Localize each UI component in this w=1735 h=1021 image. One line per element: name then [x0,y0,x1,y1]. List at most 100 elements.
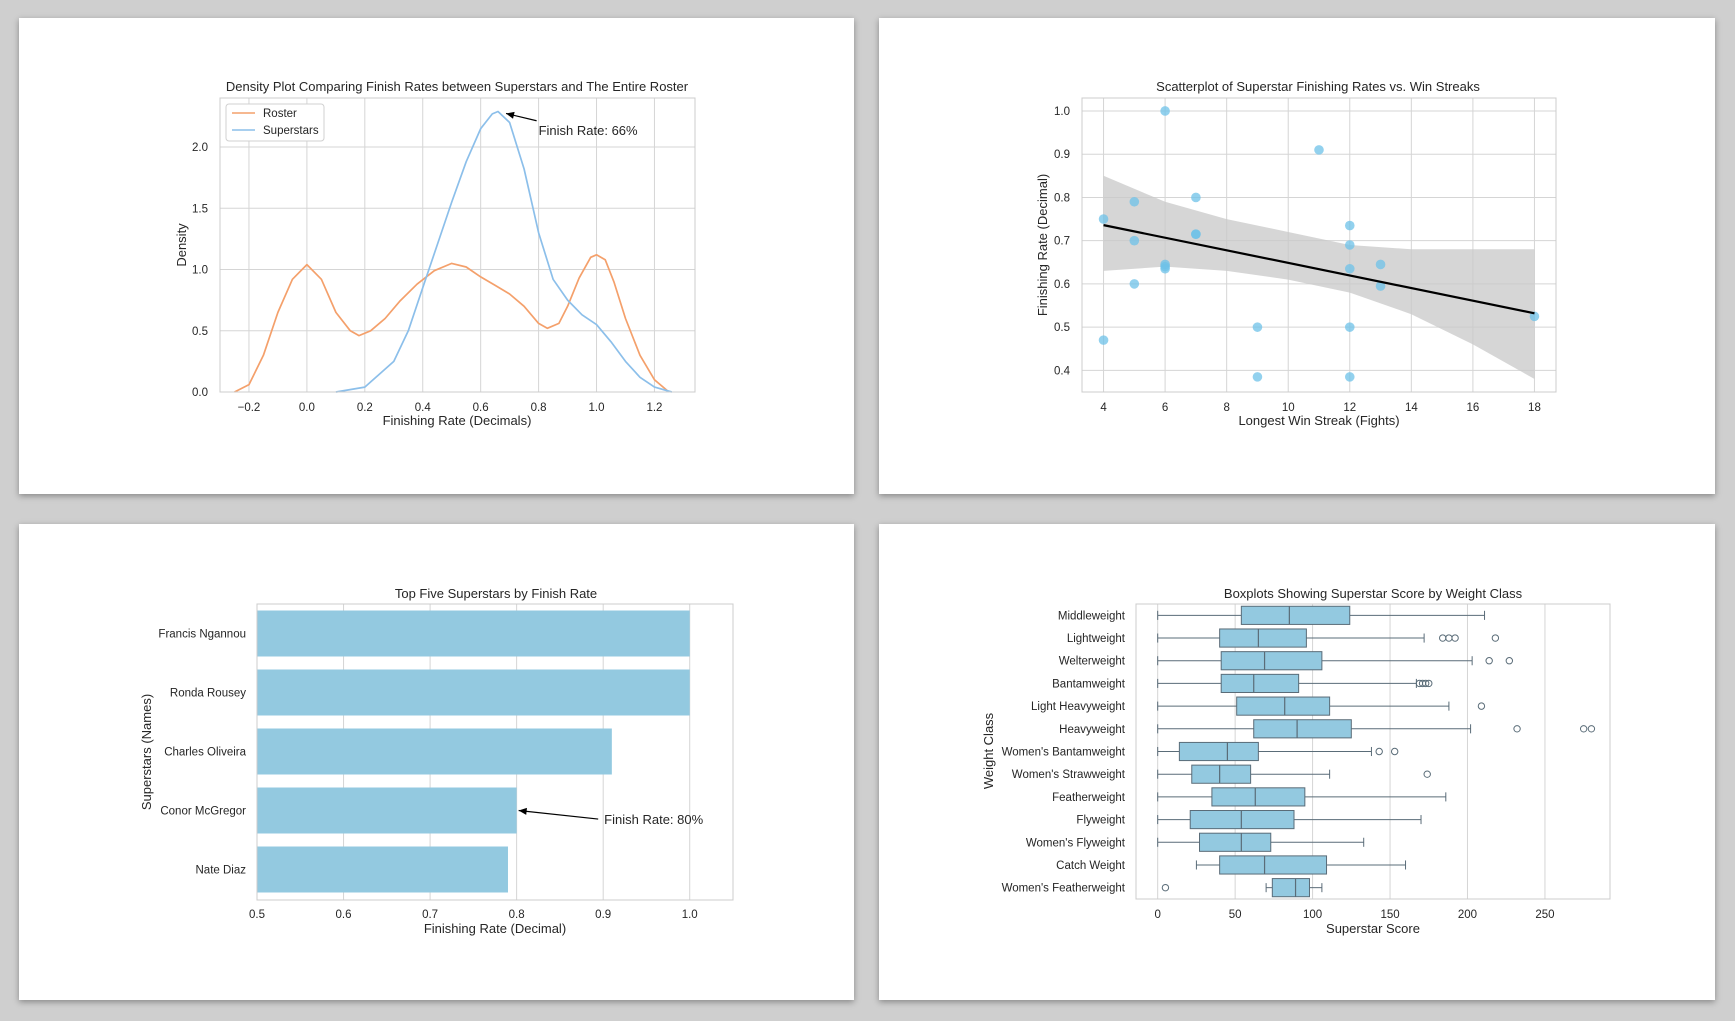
boxplot [1157,696,1486,716]
boxplot [1157,741,1399,762]
x-tick-label: −0.2 [238,402,261,414]
x-axis-label: Superstar Score [1326,921,1420,936]
x-tick-label: 12 [1343,402,1356,414]
x-axis-ticks: 4 6 8 10 12 14 16 18 [1100,402,1541,414]
scatter-point [1375,281,1386,291]
scatter-point [1191,229,1201,239]
grid [220,98,695,393]
x-axis-ticks: −0.2 0.0 0.2 0.4 0.6 0.8 1.0 1.2 [238,402,663,414]
box-iqr [1191,764,1252,784]
category-label: Women's Featherweight [1002,883,1126,895]
series-lines [234,110,673,393]
x-tick-label: 0.7 [422,909,438,921]
x-tick-label: 0 [1154,909,1160,921]
category-label: Charles Oliveira [164,747,246,759]
x-tick-label: 0.6 [336,909,352,921]
outlier-point [1491,634,1500,642]
category-label: Welterweight [1059,656,1126,668]
category-label: Women's Bantamweight [1002,747,1126,759]
category-label: Lightweight [1067,633,1126,645]
chart-title: Scatterplot of Superstar Finishing Rates… [1156,79,1480,94]
annotation-arrowhead [506,111,515,119]
outlier-point [1505,657,1514,665]
outlier-point [1451,634,1459,642]
outlier-point [1513,725,1521,733]
bar-annotation: Finish Rate: 80% [518,807,704,827]
superstars-density-line [335,110,673,393]
category-label: Conor McGregor [160,806,246,818]
x-tick-label: 1.0 [589,402,605,414]
x-axis-label: Finishing Rate (Decimal) [424,921,566,936]
chart-title: Top Five Superstars by Finish Rate [395,586,597,601]
boxplot [1157,651,1514,671]
x-tick-label: 4 [1100,402,1107,414]
x-tick-label: 0.0 [299,402,315,414]
scatter-point [1252,322,1263,332]
boxplot [1195,855,1407,875]
category-label: Women's Flyweight [1026,837,1126,849]
outlier-point [1439,634,1447,642]
plot-frame [1081,97,1557,393]
boxplot [1157,719,1596,739]
x-axis-label: Longest Win Streak (Fights) [1238,413,1399,428]
boxplot [1157,605,1486,625]
scatter-points [1098,106,1540,382]
density-chart-panel: Density Plot Comparing Finish Rates betw… [19,18,854,494]
bar-chart-panel: Top Five Superstars by Finish Rate Franc… [19,524,854,1000]
x-axis-ticks: 0.5 0.6 0.7 0.8 0.9 1.0 [249,909,698,921]
outlier-point [1485,657,1493,665]
y-tick-label: 0.5 [192,326,208,338]
box-iqr [1220,673,1300,694]
y-axis-ticks: 0.4 0.5 0.6 0.7 0.8 0.9 1.0 [1054,106,1071,377]
x-tick-label: 0.6 [473,402,489,414]
outlier-point [1477,702,1486,710]
x-tick-label: 16 [1466,402,1479,414]
scatter-chart-panel: Scatterplot of Superstar Finishing Rates… [879,18,1715,494]
scatter-point [1375,259,1386,270]
box-iqr [1253,719,1352,739]
roster-density-line [234,253,670,393]
y-axis-ticks: Middleweight Lightweight Welterweight Banta… [1002,610,1126,894]
box-iqr [1220,651,1323,671]
category-label: Francis Ngannou [158,629,246,641]
annotation-label: Finish Rate: 66% [539,123,638,138]
y-tick-label: 1.5 [192,203,208,215]
bar-chart: Top Five Superstars by Finish Rate Franc… [139,586,734,936]
box-iqr [1240,605,1351,625]
category-label: Women's Strawweight [1012,769,1126,781]
y-tick-label: 0.5 [1054,322,1070,334]
bar [257,846,508,893]
scatter-point [1344,240,1355,250]
outlier-point [1375,747,1383,756]
scatter-point [1129,235,1140,246]
y-axis-ticks: 0.0 0.5 1.0 1.5 2.0 [192,142,208,399]
chart-title: Boxplots Showing Superstar Score by Weig… [1224,586,1523,601]
y-tick-label: 0.4 [1054,365,1071,377]
box-iqr [1236,696,1331,716]
annotation-arrowhead [518,807,527,815]
scatter-point [1160,263,1170,274]
box-iqr [1178,741,1259,762]
plot-frame [1135,603,1611,900]
scatter-point [1129,196,1140,207]
bar [257,610,690,657]
scatter-point [1344,220,1355,231]
scatter-point [1252,372,1263,382]
x-tick-label: 150 [1380,909,1399,921]
boxplot [1157,628,1500,648]
x-tick-label: 250 [1535,909,1554,921]
x-tick-label: 0.5 [249,909,265,921]
x-tick-label: 0.4 [415,402,432,414]
outlier-point [1161,883,1170,892]
x-tick-label: 0.9 [595,909,611,921]
plot-frame [219,97,696,393]
category-label: Nate Diaz [196,865,247,877]
outlier-point [1579,725,1588,733]
x-tick-label: 200 [1458,909,1477,921]
regression-line [1103,224,1535,315]
box-iqr [1211,787,1306,807]
legend-roster-label: Roster [263,108,297,120]
boxplot [1157,787,1447,807]
x-axis-ticks: 0 50 100 150 200 250 [1154,909,1554,921]
x-tick-label: 0.8 [509,909,525,921]
